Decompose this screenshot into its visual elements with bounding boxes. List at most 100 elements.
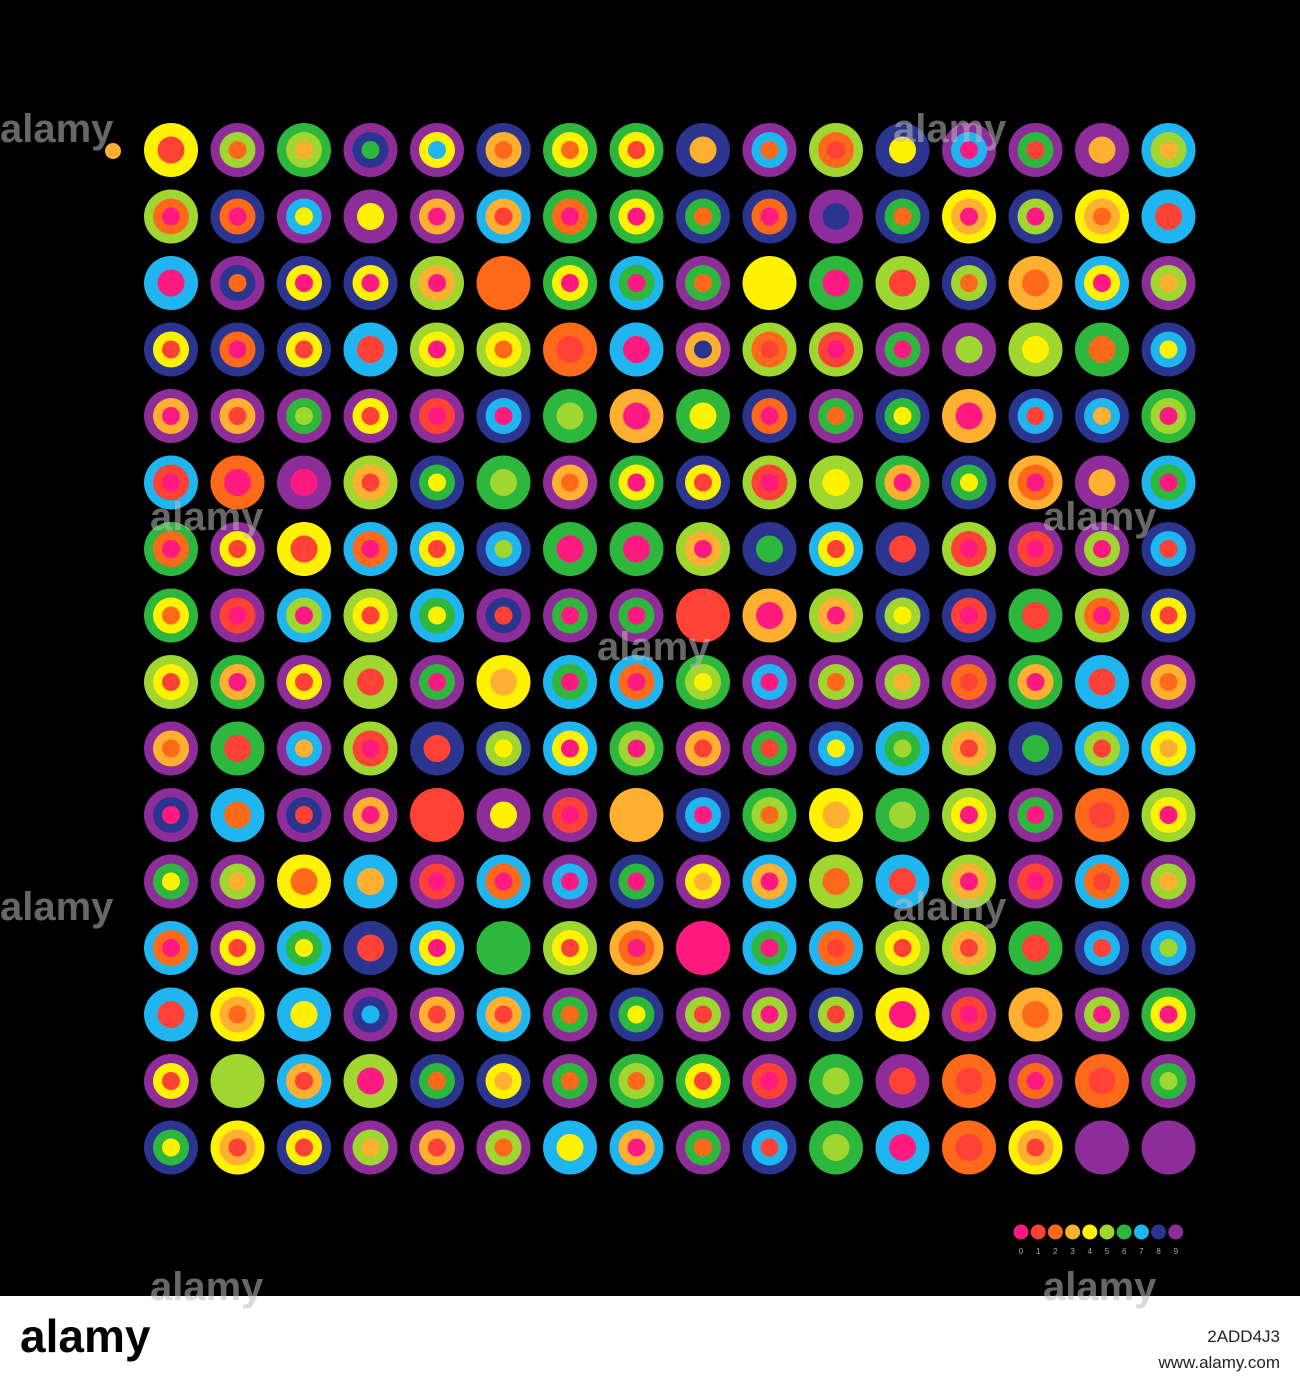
ring xyxy=(1093,939,1111,957)
ring xyxy=(760,1138,779,1157)
ring xyxy=(1026,540,1045,558)
ring xyxy=(1093,407,1111,425)
ring xyxy=(490,668,517,696)
ring xyxy=(1026,1072,1045,1090)
ring xyxy=(955,1067,983,1095)
ring xyxy=(1022,735,1049,762)
ring xyxy=(476,256,531,310)
ring xyxy=(889,1067,916,1095)
legend-swatch xyxy=(1082,1224,1098,1240)
ring xyxy=(760,473,779,492)
ring xyxy=(827,1005,845,1024)
ring xyxy=(1026,1138,1045,1157)
ring xyxy=(760,1005,779,1024)
ring xyxy=(623,336,650,363)
ring xyxy=(228,606,247,625)
ring xyxy=(428,473,446,492)
ring xyxy=(694,1072,712,1090)
ring xyxy=(623,535,650,563)
ring xyxy=(889,269,916,297)
ring xyxy=(1022,336,1049,363)
ring xyxy=(893,739,912,758)
ring xyxy=(290,535,318,563)
watermark: alamy xyxy=(893,885,1007,929)
ring xyxy=(361,1138,380,1157)
ring xyxy=(689,402,717,430)
ring xyxy=(295,407,313,425)
ring xyxy=(494,540,513,558)
ring xyxy=(960,739,978,758)
ring xyxy=(1093,739,1111,758)
ring xyxy=(162,806,180,824)
ring xyxy=(822,868,850,895)
watermark: alamy xyxy=(1043,495,1157,539)
ring xyxy=(157,269,185,297)
ring xyxy=(357,203,384,230)
ring xyxy=(889,1134,916,1161)
ring xyxy=(1026,141,1045,159)
ring xyxy=(1088,136,1116,164)
ring xyxy=(960,141,978,159)
ring xyxy=(960,606,978,625)
ring xyxy=(960,806,978,824)
ring xyxy=(428,939,446,957)
ring xyxy=(361,606,380,625)
watermarks: alamy alamy alamy alamy alamy alamy alam… xyxy=(0,107,1157,1309)
ring xyxy=(556,336,584,363)
ring xyxy=(556,402,584,430)
ring xyxy=(627,739,646,758)
ring xyxy=(295,606,313,625)
ring xyxy=(357,934,384,962)
ring xyxy=(676,921,730,975)
ring xyxy=(822,469,850,496)
ring xyxy=(295,274,313,292)
ring xyxy=(361,540,380,558)
ring xyxy=(1022,602,1049,629)
ring xyxy=(960,1005,978,1024)
ring xyxy=(228,141,247,159)
ring xyxy=(1159,739,1178,758)
ring xyxy=(157,136,185,164)
ring xyxy=(694,540,712,558)
ring xyxy=(290,868,318,895)
ring xyxy=(162,1138,180,1157)
ring xyxy=(428,141,446,159)
ring xyxy=(1093,274,1111,292)
watermark: alamy xyxy=(1043,1265,1157,1309)
ring xyxy=(623,402,650,430)
ring xyxy=(228,872,247,891)
ring xyxy=(742,256,797,310)
ring xyxy=(561,872,579,891)
ring xyxy=(428,207,446,226)
ring xyxy=(627,274,646,292)
legend-label: 5 xyxy=(1105,1247,1110,1256)
ring xyxy=(494,1072,513,1090)
ring xyxy=(627,1138,646,1157)
ring xyxy=(228,1138,247,1157)
ring xyxy=(295,673,313,691)
ring xyxy=(428,1072,446,1090)
legend-swatch xyxy=(1151,1224,1167,1240)
ring xyxy=(1026,806,1045,824)
watermark: alamy xyxy=(150,1265,264,1309)
ring xyxy=(361,1005,380,1024)
ring xyxy=(162,340,180,359)
ring xyxy=(357,668,384,696)
ring xyxy=(1022,934,1049,962)
ring xyxy=(494,207,513,226)
ring xyxy=(162,939,180,957)
ring xyxy=(822,203,850,230)
ring xyxy=(827,141,845,159)
ring xyxy=(224,469,251,496)
ring xyxy=(760,739,779,758)
ring xyxy=(694,1138,712,1157)
ring xyxy=(960,939,978,957)
ring xyxy=(1159,872,1178,891)
legend-label: 9 xyxy=(1174,1247,1179,1256)
ring xyxy=(357,1067,384,1095)
ring xyxy=(228,540,247,558)
ring xyxy=(1093,1005,1111,1024)
ring xyxy=(295,806,313,824)
ring xyxy=(561,1072,579,1090)
ring xyxy=(627,939,646,957)
